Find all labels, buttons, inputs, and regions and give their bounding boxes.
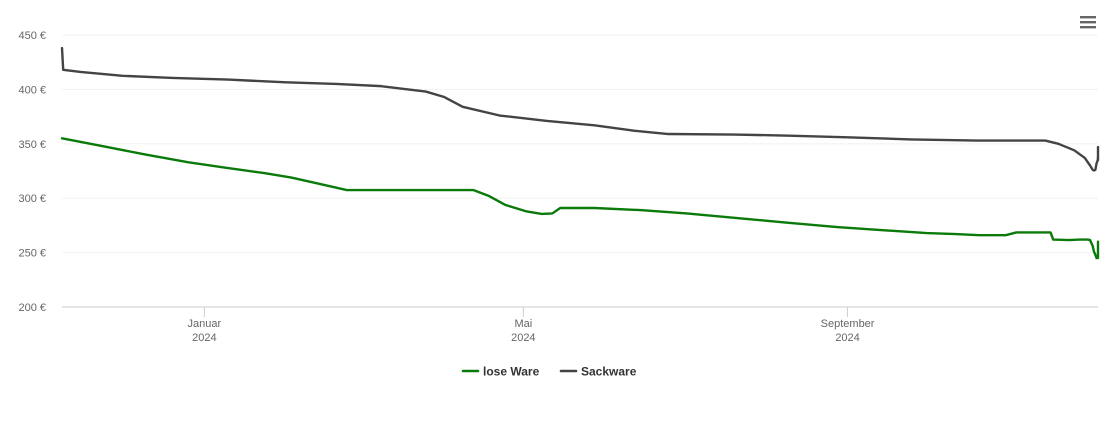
x-tick-label-year: 2024: [511, 332, 535, 344]
y-tick-label: 350 €: [18, 139, 46, 151]
y-axis-labels: 200 € 250 € 300 € 350 € 400 € 450 €: [18, 30, 46, 314]
grid-lines: [62, 34, 1098, 254]
chart-legend: lose Ware Sackware: [461, 365, 637, 379]
x-tick-label-year: 2024: [835, 332, 859, 344]
legend-item-lose-ware[interactable]: lose Ware: [461, 365, 540, 379]
legend-label: Sackware: [581, 365, 637, 379]
y-tick-label: 300 €: [18, 193, 46, 205]
hamburger-menu-icon: [1080, 16, 1096, 29]
x-axis-ticks: Januar 2024 Mai 2024 September 2024: [188, 307, 875, 344]
series-line-sackware: [60, 46, 1100, 172]
series-line-lose-ware: [60, 137, 1100, 260]
y-tick-label: 450 €: [18, 30, 46, 42]
y-tick-label: 400 €: [18, 84, 46, 96]
chart-menu-button[interactable]: [1079, 14, 1097, 30]
y-tick-label: 200 €: [18, 302, 46, 314]
x-tick-label-month: Januar: [188, 318, 222, 330]
x-tick-label-month: September: [821, 318, 875, 330]
y-tick-label: 250 €: [18, 248, 46, 260]
x-tick-label-month: Mai: [514, 318, 532, 330]
x-tick-label-year: 2024: [192, 332, 216, 344]
legend-item-sackware[interactable]: Sackware: [559, 365, 637, 379]
series-layer: [60, 46, 1100, 260]
legend-label: lose Ware: [483, 365, 540, 379]
